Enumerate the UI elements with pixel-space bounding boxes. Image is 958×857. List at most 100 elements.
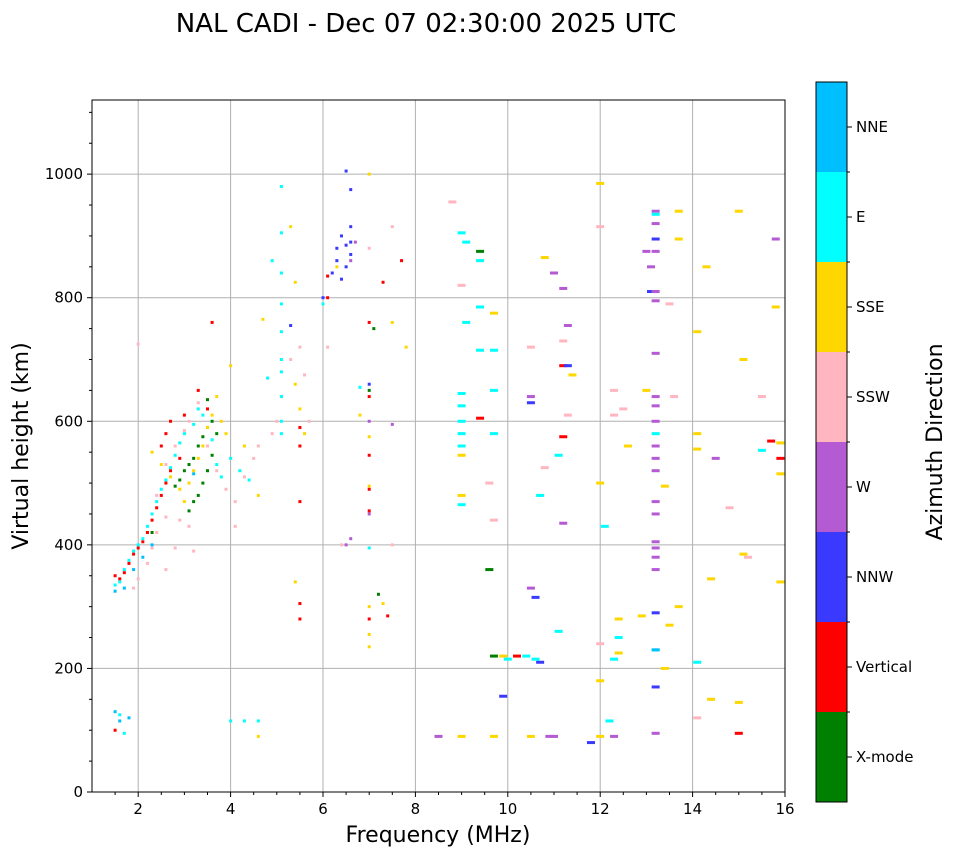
echo-point xyxy=(261,317,265,321)
echo-point xyxy=(586,741,595,745)
echo-point xyxy=(651,404,660,408)
echo-point xyxy=(173,484,177,488)
echo-point xyxy=(596,642,605,646)
echo-point xyxy=(642,249,651,253)
echo-point xyxy=(540,466,549,470)
y-tick-label: 400 xyxy=(54,536,83,554)
echo-point xyxy=(651,685,660,689)
echo-point xyxy=(499,654,508,658)
echo-point xyxy=(536,493,545,497)
echo-point xyxy=(242,719,246,723)
echo-point xyxy=(610,657,619,661)
echo-point xyxy=(150,518,154,522)
y-tick-label: 1000 xyxy=(45,165,83,183)
echo-point xyxy=(330,271,334,275)
series-vertical xyxy=(113,259,785,735)
echo-point xyxy=(489,348,498,352)
echo-point xyxy=(141,537,145,541)
echo-point xyxy=(367,172,371,176)
echo-point xyxy=(651,351,660,355)
echo-point xyxy=(390,543,394,547)
echo-point xyxy=(489,734,498,738)
colorbar-swatch xyxy=(816,712,847,802)
colorbar-swatch xyxy=(816,442,847,532)
echo-point xyxy=(367,605,371,609)
x-axis-label: Frequency (MHz) xyxy=(346,823,531,848)
echo-point xyxy=(734,700,743,704)
echo-point xyxy=(367,246,371,250)
echo-point xyxy=(201,413,205,417)
echo-point xyxy=(457,231,466,235)
echo-point xyxy=(238,469,242,473)
echo-point xyxy=(113,583,117,587)
echo-point xyxy=(155,500,159,504)
echo-point xyxy=(457,419,466,423)
echo-point xyxy=(210,438,214,442)
echo-point xyxy=(132,552,136,556)
echo-point xyxy=(150,450,154,454)
echo-point xyxy=(651,540,660,544)
echo-point xyxy=(693,447,702,451)
echo-point xyxy=(665,302,674,306)
echo-point xyxy=(279,419,283,423)
echo-point xyxy=(489,311,498,315)
echo-point xyxy=(614,617,623,621)
echo-point xyxy=(526,345,535,349)
echo-point xyxy=(367,645,371,649)
series-e xyxy=(113,185,766,735)
echo-point xyxy=(289,324,293,328)
echo-point xyxy=(150,531,154,534)
echo-point xyxy=(196,388,200,392)
data-points xyxy=(113,169,785,745)
echo-point xyxy=(367,453,371,457)
echo-point xyxy=(150,543,154,547)
echo-point xyxy=(693,660,702,664)
echo-point xyxy=(344,543,348,547)
echo-point xyxy=(298,425,302,429)
echo-point xyxy=(173,444,177,448)
echo-point xyxy=(266,376,270,380)
colorbar-label: NNE xyxy=(856,118,888,136)
echo-point xyxy=(476,249,485,253)
echo-point xyxy=(390,320,394,324)
echo-point xyxy=(132,549,136,553)
echo-point xyxy=(298,407,302,411)
echo-point xyxy=(619,407,628,411)
echo-point xyxy=(298,617,302,621)
chart-title: NAL CADI - Dec 07 02:30:00 2025 UTC xyxy=(176,9,676,39)
echo-point xyxy=(651,648,660,652)
echo-point xyxy=(381,602,385,606)
echo-point xyxy=(113,710,117,714)
echo-point xyxy=(339,234,343,238)
echo-point xyxy=(289,225,293,229)
echo-point xyxy=(637,614,646,618)
echo-point xyxy=(554,629,563,633)
echo-point xyxy=(136,543,140,547)
echo-point xyxy=(182,429,186,433)
echo-point xyxy=(462,320,471,324)
echo-point xyxy=(711,456,720,460)
echo-point xyxy=(367,617,371,621)
echo-point xyxy=(256,719,260,723)
echo-point xyxy=(344,169,348,173)
echo-point xyxy=(693,330,702,334)
echo-point xyxy=(182,469,186,473)
echo-point xyxy=(201,481,205,485)
echo-point xyxy=(651,222,660,226)
echo-point xyxy=(289,358,293,361)
echo-point xyxy=(307,419,311,423)
echo-point xyxy=(279,432,283,436)
echo-point xyxy=(610,413,619,417)
colorbar-label: X-mode xyxy=(856,748,913,766)
echo-point xyxy=(224,487,228,491)
echo-point xyxy=(353,240,357,244)
colorbar-swatch xyxy=(816,352,847,442)
echo-point xyxy=(647,290,656,294)
echo-point xyxy=(563,413,572,417)
echo-point xyxy=(321,302,325,306)
echo-point xyxy=(651,212,660,216)
echo-point xyxy=(757,395,766,399)
echo-point xyxy=(178,518,182,522)
echo-point xyxy=(485,481,494,485)
echo-point xyxy=(118,719,122,723)
